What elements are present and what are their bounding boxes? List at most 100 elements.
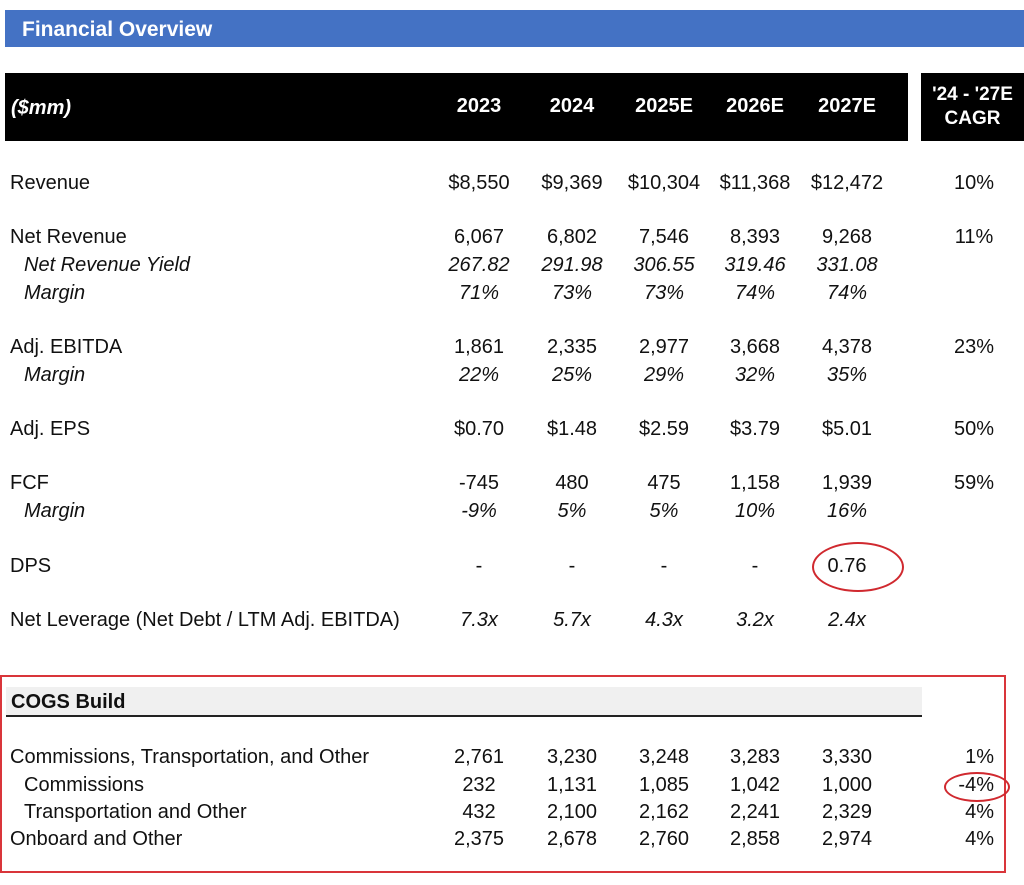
cell-value: 74% [734, 282, 776, 304]
cell-value: 4,378 [821, 336, 873, 358]
cell-value: 22% [458, 364, 500, 386]
cell-value: 2,375 [453, 828, 505, 850]
cagr-value: 23% [953, 336, 995, 358]
cagr-value: 4% [965, 828, 994, 850]
cell-value: 306.55 [633, 254, 695, 276]
title-bar: Financial Overview [5, 10, 1024, 47]
row-label: DPS [10, 555, 52, 577]
cell-value: 29% [643, 364, 685, 386]
row-fcf-margin: Margin -9% 5% 5% 10% 16% [0, 497, 1024, 525]
row-label: Net Leverage (Net Debt / LTM Adj. EBITDA… [10, 609, 400, 631]
cell-value: 1,158 [729, 472, 781, 494]
cell-value: 2,100 [546, 801, 598, 823]
cell-value: 16% [826, 500, 868, 522]
cell-value: 2,335 [546, 336, 598, 358]
cell-value: 2,760 [638, 828, 690, 850]
cell-value: 1,085 [638, 774, 690, 796]
row-label: Adj. EBITDA [10, 336, 123, 358]
row-label: Net Revenue Yield [24, 254, 191, 276]
cell-value: 6,802 [546, 226, 598, 248]
cell-value: -9% [461, 500, 497, 522]
cell-value: 73% [643, 282, 685, 304]
commissions-cagr-highlight-circle [944, 772, 1010, 802]
cell-value: $9,369 [541, 172, 603, 194]
cell-value: 7,546 [638, 226, 690, 248]
cagr-value: 11% [954, 226, 994, 248]
cell-value: $11,368 [719, 172, 791, 194]
cell-value: $10,304 [627, 172, 701, 194]
row-label: Onboard and Other [10, 828, 183, 850]
cell-value: 480 [555, 472, 589, 494]
cell-value: 6,067 [453, 226, 505, 248]
row-label: Transportation and Other [24, 801, 247, 823]
cell-value: - [568, 555, 576, 577]
cell-value: 9,268 [821, 226, 873, 248]
cell-value: 2,974 [821, 828, 873, 850]
cell-value: 3,668 [729, 336, 781, 358]
cell-value: 7.3x [460, 609, 498, 631]
row-label: Margin [24, 282, 86, 304]
col-header-2027e: 2027E [818, 95, 876, 117]
cell-value: 475 [647, 472, 681, 494]
cell-value: 2,761 [453, 746, 505, 768]
cell-value: 319.46 [724, 254, 786, 276]
cell-value: $0.70 [453, 418, 505, 440]
row-fcf: FCF -745 480 475 1,158 1,939 59% [0, 469, 1024, 497]
dps-highlight-circle [812, 542, 904, 592]
cell-value: $8,550 [448, 172, 510, 194]
col-header-2023: 2023 [456, 95, 502, 117]
cell-value: 2,241 [729, 801, 781, 823]
cell-value: 3,283 [729, 746, 781, 768]
cell-value: 2,678 [546, 828, 598, 850]
cell-value: $3.79 [729, 418, 781, 440]
row-revenue: Revenue $8,550 $9,369 $10,304 $11,368 $12,472… [0, 169, 1024, 197]
cell-value: 3,230 [546, 746, 598, 768]
cagr-value: 1% [965, 746, 994, 768]
row-net-revenue: Net Revenue 6,067 6,802 7,546 8,393 9,268 11% [0, 223, 1024, 251]
cell-value: 8,393 [729, 226, 781, 248]
cell-value: 3,330 [821, 746, 873, 768]
row-label: Margin [24, 500, 86, 522]
row-adj-ebitda-margin: Margin 22% 25% 29% 32% 35% [0, 361, 1024, 389]
cell-value: 1,939 [821, 472, 873, 494]
cell-value: 267.82 [448, 254, 510, 276]
cell-value: 3.2x [736, 609, 774, 631]
cogs-row-transportation-other: Transportation and Other 432 2,100 2,162 2,2… [0, 799, 1024, 826]
row-adj-ebitda: Adj. EBITDA 1,861 2,335 2,977 3,668 4,378 23% [0, 333, 1024, 361]
cell-value: - [660, 555, 668, 577]
cell-value: 2,162 [638, 801, 690, 823]
row-label: Revenue [10, 172, 91, 194]
cagr-header: '24 - '27E CAGR [921, 73, 1024, 141]
cogs-highlight-box [0, 675, 1006, 873]
cell-value: 1,131 [546, 774, 598, 796]
cagr-header-period: '24 - '27E [932, 84, 1013, 105]
cogs-row-commissions: Commissions 232 1,131 1,085 1,042 1,000 -4% [0, 772, 1024, 799]
cell-value: 2,858 [729, 828, 781, 850]
cell-value: -745 [458, 472, 500, 494]
cell-value: 35% [826, 364, 868, 386]
cogs-section-title: COGS Build [11, 691, 126, 713]
row-label: Commissions [24, 774, 145, 796]
cagr-value: 59% [953, 472, 995, 494]
cell-value: 5.7x [553, 609, 591, 631]
row-net-revenue-yield: Net Revenue Yield 267.82 291.98 306.55 319.4… [0, 251, 1024, 279]
cogs-row-onboard-other: Onboard and Other 2,375 2,678 2,760 2,858 2,9… [0, 826, 1024, 853]
cell-value: 2,977 [638, 336, 690, 358]
cell-value: 2,329 [821, 801, 873, 823]
cell-value: 2.4x [828, 609, 866, 631]
row-adj-eps: Adj. EPS $0.70 $1.48 $2.59 $3.79 $5.01 50% [0, 415, 1024, 443]
cell-value: 5% [557, 500, 587, 522]
row-net-leverage: Net Leverage (Net Debt / LTM Adj. EBITDA… [0, 606, 1024, 634]
cell-value: 1,000 [821, 774, 873, 796]
cell-value: 71% [458, 282, 500, 304]
cell-value: 232 [462, 774, 496, 796]
cell-value: 10% [734, 500, 776, 522]
cogs-row-commissions-transportation-other: Commissions, Transportation, and Other 2,… [0, 744, 1024, 771]
cagr-value: 4% [965, 801, 994, 823]
cell-value: $5.01 [821, 418, 873, 440]
cell-value: 73% [551, 282, 593, 304]
cagr-value: 10% [953, 172, 995, 194]
cagr-header-label: CAGR [944, 108, 1001, 129]
cagr-value: 50% [953, 418, 995, 440]
cell-value: $2.59 [638, 418, 690, 440]
